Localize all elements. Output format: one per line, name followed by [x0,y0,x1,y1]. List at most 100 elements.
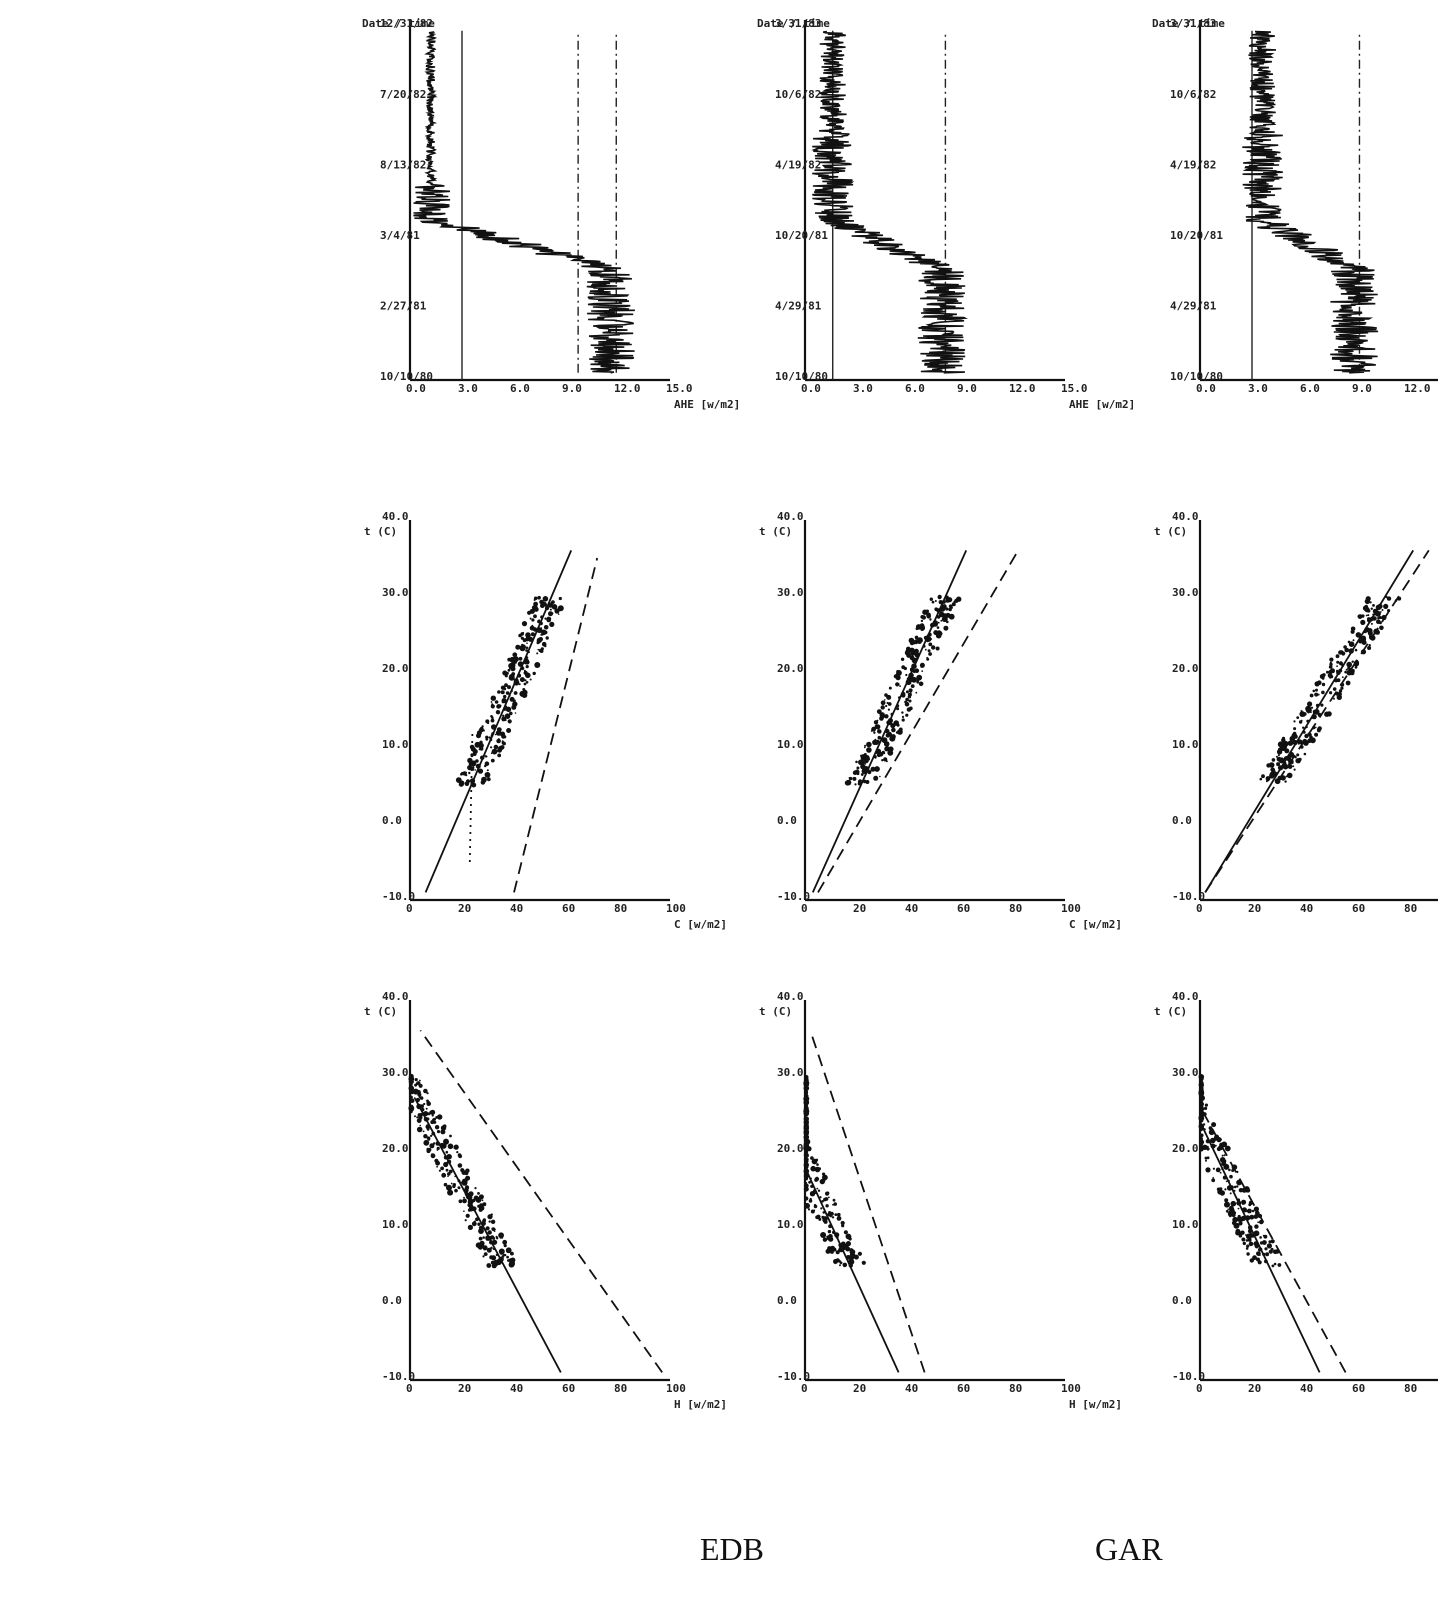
data-point [468,771,471,775]
data-point [508,694,511,697]
data-point [818,1167,821,1171]
data-point [1280,775,1286,781]
data-point [857,779,863,784]
data-point [880,700,886,706]
data-point [870,766,876,772]
data-point [1350,626,1356,632]
data-point [523,669,526,672]
data-point [504,683,508,687]
data-point [491,1227,496,1231]
data-point [1271,758,1276,762]
data-point [431,1114,434,1117]
data-point [803,1116,809,1122]
data-point [1303,752,1307,756]
y-axis-label: H [w/m2] [1069,1398,1122,1411]
data-point [887,708,890,711]
data-point [1286,772,1293,779]
data-point [1314,726,1317,729]
data-point [409,1084,413,1088]
data-point [890,734,896,740]
x-tick-label: 10.0 [1172,1218,1199,1231]
data-point [483,1252,488,1256]
data-point [893,674,898,679]
data-point [458,1199,463,1204]
data-point [1246,1252,1250,1256]
data-point [821,1200,824,1203]
data-point [1374,610,1381,617]
data-point [822,1211,826,1214]
data-point [845,1246,851,1252]
data-point [1247,1228,1253,1234]
data-point [1344,647,1349,653]
data-point [1199,1127,1203,1131]
ahe-trace [413,30,635,374]
data-point [534,605,538,609]
data-point [1277,754,1280,757]
data-point [1314,692,1319,697]
data-point [423,1117,429,1122]
data-point [1203,1106,1208,1111]
data-point [1221,1168,1223,1170]
x-tick-label: -10.0 [1172,1370,1205,1383]
x-tick-label: 10/20/81 [1170,229,1223,242]
data-point [525,656,529,659]
data-point [1273,1262,1277,1266]
data-point [891,727,896,733]
data-point [494,700,499,704]
data-point [461,783,463,786]
data-point [1387,609,1391,613]
data-point [904,700,907,704]
data-point [524,679,527,682]
data-point [430,1153,436,1159]
x-tick-label: 3/31/83 [775,17,821,30]
data-point [939,609,942,613]
y-tick-label: 12.0 [614,382,641,395]
data-point [840,1242,846,1249]
data-point [1328,665,1333,669]
data-point [467,765,473,771]
data-point [1222,1175,1227,1180]
x-tick-label: -10.0 [1172,890,1205,903]
data-point [478,727,484,733]
data-point [934,600,937,602]
data-point [504,719,507,721]
data-point [521,621,528,627]
data-point [811,1158,818,1165]
y-tick-label: 60 [562,902,575,915]
data-point [478,748,481,751]
data-point [542,601,547,607]
data-point [495,1253,499,1257]
data-point [498,1232,504,1239]
data-point [905,673,908,677]
data-point [1200,1144,1203,1147]
data-point [489,746,493,749]
x-tick-label: 4/29/81 [775,299,822,312]
data-point [828,1224,832,1229]
data-point [1349,671,1353,675]
data-point [408,1107,414,1113]
data-point [903,666,907,671]
data-point [1367,614,1370,617]
data-point [527,610,532,615]
data-point [1199,1106,1203,1109]
data-point [495,1237,499,1240]
data-point [1335,691,1339,696]
data-point [935,632,942,639]
data-point [941,600,946,604]
data-point [1205,1167,1211,1173]
y-tick-label: 40 [510,902,523,915]
data-point [816,1187,819,1190]
data-point [864,763,867,765]
data-point [1212,1177,1214,1179]
x-tick-label: 20.0 [777,1142,804,1155]
fit-line [1199,1121,1321,1373]
fit-line [804,1166,900,1373]
data-point [491,1263,497,1269]
data-point [946,620,949,624]
data-point [484,772,491,778]
data-point [447,1143,454,1150]
data-point [501,698,507,704]
data-point [1360,619,1366,626]
x-tick-label: 0.0 [777,1294,797,1307]
y-tick-label: 20 [1248,902,1261,915]
